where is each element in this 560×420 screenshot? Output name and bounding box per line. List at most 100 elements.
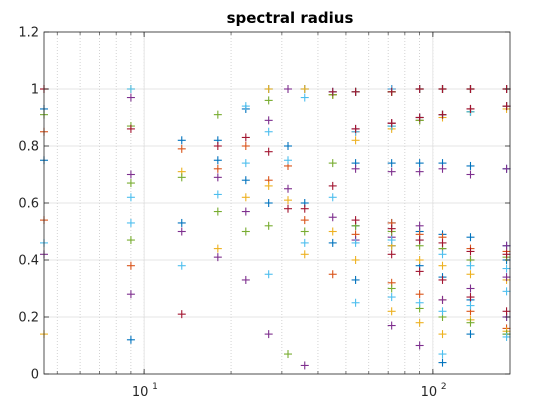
data-point-marker [213,253,222,262]
data-point-marker [466,104,475,113]
data-point-marker [264,96,273,105]
data-point-marker [300,361,309,370]
data-point-marker [284,204,293,213]
y-tick-label: 0.8 [18,140,39,155]
data-point-marker [502,164,511,173]
data-point-marker [300,204,309,213]
data-point-marker [241,102,250,111]
tick-labels: 00.20.40.60.811.210 1 10 2 [18,26,446,401]
chart-title: spectral radius [227,9,354,27]
data-point-marker [241,227,250,236]
data-point-marker [126,85,135,93]
axis-ticks [44,31,510,375]
data-point-marker [351,256,360,264]
data-point-marker [213,156,222,165]
data-point-marker [241,159,250,168]
data-point-marker [126,93,135,102]
data-point-marker [126,218,135,227]
data-point-marker [213,244,222,253]
data-point-marker [328,213,337,222]
data-point-marker [466,293,475,302]
data-point-marker [438,261,447,270]
data-point-marker [438,275,447,284]
data-point-marker [241,193,250,202]
data-point-marker [213,164,222,173]
data-point-marker [126,335,135,344]
data-point-marker [264,270,273,279]
x-tick-label-exponent: 2 [441,382,447,392]
data-point-marker [415,290,424,299]
data-point-marker [387,119,396,128]
data-point-marker [126,124,135,133]
data-point-marker [438,330,447,339]
data-point-marker [466,233,475,242]
data-point-marker [415,341,424,350]
data-point-marker [351,164,360,173]
data-point-marker [126,236,135,245]
data-point-marker [126,179,135,188]
data-point-marker [264,181,273,190]
data-point-marker [177,144,186,153]
data-point-marker [415,159,424,168]
data-point-marker [387,250,396,259]
data-point-marker [438,307,447,316]
y-tick-label: 0 [31,368,39,383]
data-point-marker [438,250,447,259]
x-tick-label-exponent: 1 [152,382,158,392]
data-point-marker [466,247,475,256]
data-point-marker [126,261,135,270]
data-point-marker [387,321,396,330]
data-point-marker [300,250,309,259]
data-point-marker [415,221,424,230]
data-point-marker [438,110,447,119]
data-point-marker [502,273,511,282]
data-point-marker [177,173,186,182]
data-point-marker [300,227,309,236]
data-point-marker [502,287,511,296]
data-point-marker [241,142,250,150]
data-point-marker [438,164,447,173]
data-point-marker [284,350,293,359]
data-point-marker [502,250,511,259]
data-point-marker [466,318,475,327]
data-point-marker [177,227,186,236]
data-point-marker [502,102,511,111]
data-point-marker [438,358,447,367]
data-point-marker [241,133,250,142]
y-tick-label: 1 [31,83,39,98]
x-tick-label: 10 [132,385,149,400]
data-point-marker [177,261,186,270]
data-point-marker [126,193,135,202]
data-point-marker [328,193,337,202]
data-point-marker [213,110,222,119]
data-point-marker [351,238,360,247]
data-point-marker [466,85,475,93]
data-markers [40,85,511,370]
data-point-marker [415,267,424,276]
data-point-marker [502,241,511,250]
data-point-marker [284,196,293,205]
data-point-marker [213,173,222,182]
data-point-marker [438,238,447,247]
data-point-marker [387,236,396,245]
data-point-marker [126,290,135,299]
data-point-marker [241,207,250,216]
data-point-marker [387,87,396,96]
data-point-marker [264,330,273,339]
data-point-marker [264,85,273,93]
data-point-marker [438,350,447,359]
data-point-marker [351,124,360,133]
data-point-marker [213,190,222,199]
y-tick-label: 0.2 [18,311,39,326]
data-point-marker [351,136,360,145]
data-point-marker [502,307,511,316]
data-point-marker [387,159,396,168]
data-point-marker [177,218,186,227]
data-point-marker [241,176,250,185]
data-point-marker [387,307,396,316]
data-point-marker [387,167,396,176]
data-point-marker [284,142,293,150]
data-point-marker [502,332,511,341]
data-point-marker [415,167,424,176]
data-point-marker [328,87,337,96]
